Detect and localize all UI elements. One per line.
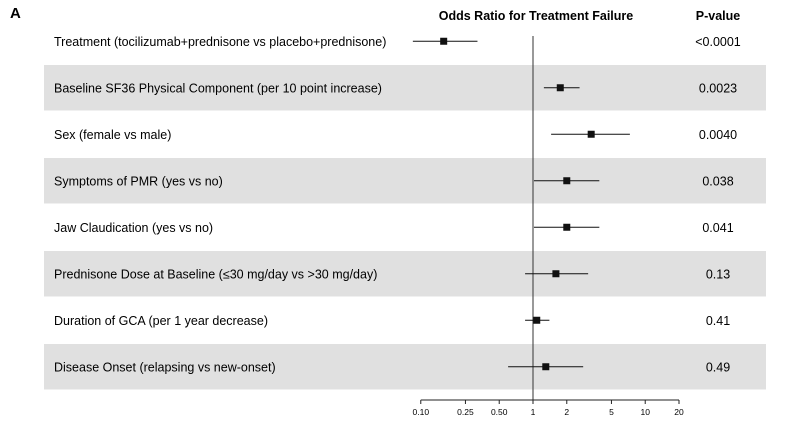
pvalue-header: P-value [696,9,741,23]
odds-ratio-marker [440,37,448,45]
row-label: Disease Onset (relapsing vs new-onset) [54,360,276,374]
p-value: 0.0040 [699,128,737,142]
x-tick-label: 20 [674,407,684,417]
odds-ratio-marker [552,270,560,278]
row-label: Prednisone Dose at Baseline (≤30 mg/day … [54,267,377,281]
row-label: Baseline SF36 Physical Component (per 10… [54,81,382,95]
row-label: Jaw Claudication (yes vs no) [54,221,213,235]
forest-row: Duration of GCA (per 1 year decrease) 0.4… [54,314,730,328]
forest-row: Jaw Claudication (yes vs no) 0.041 [54,221,734,235]
p-value: 0.038 [702,174,733,188]
x-tick-label: 0.25 [457,407,474,417]
row-band [44,251,766,297]
row-band [44,158,766,204]
p-value: 0.41 [706,314,730,328]
x-tick-label: 0.10 [413,407,430,417]
row-band [44,65,766,111]
panel-label: A [10,5,21,22]
row-bands [44,65,766,390]
x-tick-label: 0.50 [491,407,508,417]
p-value: 0.041 [702,221,733,235]
x-tick-label: 1 [531,407,536,417]
odds-ratio-marker [542,363,550,371]
x-axis-ticks: 0.10 0.25 0.50 1 2 5 10 20 [413,400,684,417]
forest-row: Sex (female vs male) 0.0040 [54,128,737,142]
x-tick-label: 2 [564,407,569,417]
p-value: 0.13 [706,267,730,281]
p-value: <0.0001 [695,35,741,49]
p-value: 0.0023 [699,81,737,95]
odds-ratio-marker [563,223,571,231]
forest-row: Disease Onset (relapsing vs new-onset) 0.… [54,360,730,374]
x-tick-label: 10 [640,407,650,417]
odds-ratio-marker [533,316,541,324]
p-value: 0.49 [706,360,730,374]
row-label: Sex (female vs male) [54,128,171,142]
odds-ratio-header: Odds Ratio for Treatment Failure [439,9,634,23]
forest-row: Prednisone Dose at Baseline (≤30 mg/day … [54,267,730,281]
odds-ratio-marker [556,84,564,92]
odds-ratio-marker [563,177,571,185]
row-label: Treatment (tocilizumab+prednisone vs pla… [54,35,386,49]
row-label: Symptoms of PMR (yes vs no) [54,174,223,188]
forest-row: Symptoms of PMR (yes vs no) 0.038 [54,174,734,188]
forest-row: Treatment (tocilizumab+prednisone vs pla… [54,35,741,49]
plot-rows: Treatment (tocilizumab+prednisone vs pla… [54,35,741,375]
row-label: Duration of GCA (per 1 year decrease) [54,314,268,328]
odds-ratio-marker [587,130,595,138]
row-band [44,344,766,390]
forest-row: Baseline SF36 Physical Component (per 10… [54,81,737,95]
x-tick-label: 5 [609,407,614,417]
